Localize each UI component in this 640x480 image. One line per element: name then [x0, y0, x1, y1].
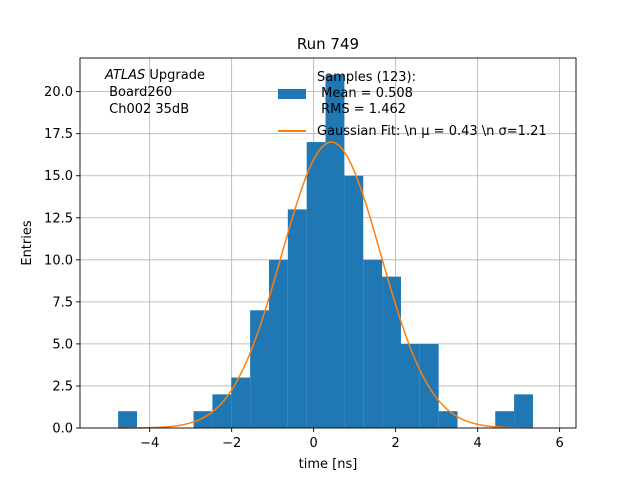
x-tick-label: 0 — [310, 436, 318, 451]
y-tick-label: 10.0 — [44, 253, 73, 268]
histogram-bar — [344, 175, 364, 428]
histogram-bar — [325, 74, 345, 429]
histogram-bar — [118, 411, 137, 428]
histogram-bar — [212, 394, 232, 428]
histogram-bars — [118, 74, 533, 429]
histogram-bar — [495, 411, 515, 428]
histogram-bar — [382, 276, 401, 428]
chart-title: Run 749 — [297, 35, 359, 53]
y-tick-label: 0.0 — [52, 422, 73, 437]
annotation-upgrade: Upgrade — [145, 68, 205, 83]
y-tick-label: 7.5 — [52, 295, 73, 310]
x-tick-label: 2 — [391, 436, 399, 451]
y-tick-label: 15.0 — [44, 169, 73, 184]
histogram-bar — [287, 209, 307, 428]
histogram-bar — [400, 343, 420, 428]
y-tick-label: 20.0 — [44, 85, 73, 100]
x-tick-label: 6 — [555, 436, 563, 451]
y-tick-label: 12.5 — [44, 211, 73, 226]
y-tick-label: 2.5 — [52, 379, 73, 394]
annotation-board: Board260 — [105, 85, 172, 100]
y-axis-ticks: 0.0 2.5 5.0 7.5 10.0 12.5 15.0 17.5 20.0 — [44, 85, 80, 437]
legend-samples-line-2: Mean = 0.508 — [317, 86, 413, 101]
x-axis-ticks: −4 −2 0 2 4 6 — [140, 428, 564, 451]
legend-samples-swatch — [278, 89, 306, 99]
annotation-atlas: ATLAS — [104, 68, 145, 83]
y-tick-label: 17.5 — [44, 127, 73, 142]
legend-samples-line-3: RMS = 1.462 — [317, 102, 406, 117]
histogram-bar — [231, 377, 251, 428]
gaussian-fit-curve — [118, 141, 533, 429]
y-tick-label: 5.0 — [52, 337, 73, 352]
y-axis-label: Entries — [20, 220, 35, 266]
annotation-channel: Ch002 35dB — [105, 102, 189, 117]
histogram-bar — [268, 259, 288, 428]
x-tick-label: −4 — [140, 436, 159, 451]
legend: Samples (123): Mean = 0.508 RMS = 1.462 … — [278, 70, 547, 139]
histogram-bar — [514, 394, 533, 428]
legend-samples-line-1: Samples (123): — [317, 70, 416, 85]
x-tick-label: 4 — [473, 436, 481, 451]
histogram-bar — [438, 411, 458, 428]
plot-frame — [79, 57, 577, 429]
x-axis-label: time [ns] — [299, 457, 358, 472]
annotation-line-1: ATLAS Upgrade — [104, 68, 205, 83]
legend-fit-label: Gaussian Fit: \n μ = 0.43 \n σ=1.21 — [317, 124, 547, 139]
histogram-bar — [363, 259, 383, 428]
atlas-annotation: ATLAS Upgrade Board260 Ch002 35dB — [104, 68, 205, 117]
x-tick-label: −2 — [222, 436, 241, 451]
histogram-bar — [306, 142, 326, 428]
